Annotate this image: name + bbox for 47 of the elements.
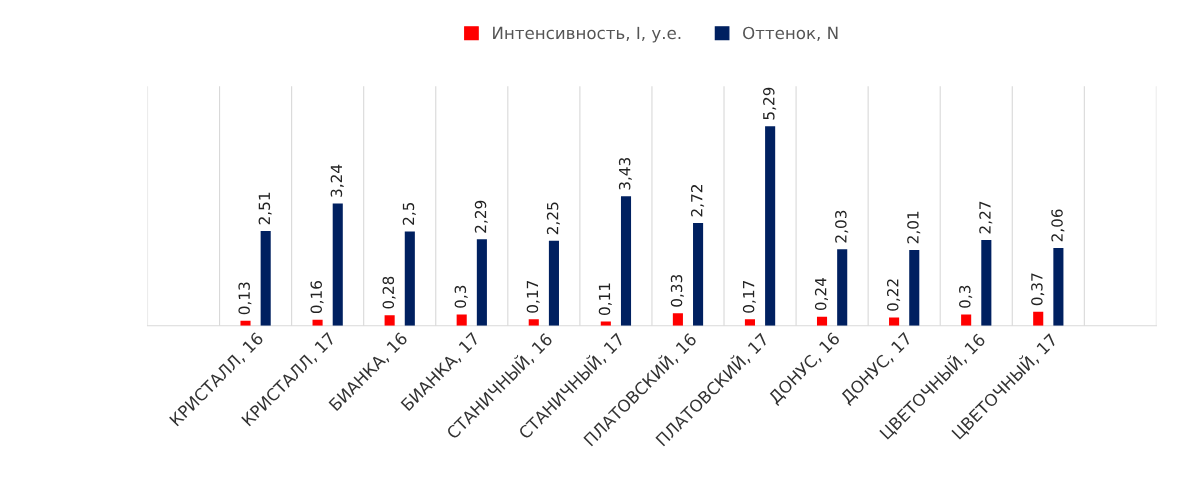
data-label: 3,43 <box>618 157 632 190</box>
data-label: 0,11 <box>598 283 612 316</box>
bar <box>620 196 632 326</box>
bar <box>909 249 920 326</box>
bar <box>889 317 900 326</box>
data-label: 2,5 <box>402 202 416 225</box>
data-label: 5,29 <box>763 87 777 120</box>
data-label: 2,25 <box>546 202 560 235</box>
data-label: 2,03 <box>835 210 849 243</box>
bar <box>981 240 992 326</box>
data-label: 2,72 <box>690 185 705 217</box>
bar <box>332 203 343 326</box>
data-label: 0,3 <box>959 285 973 308</box>
data-label: 0,3 <box>454 285 468 308</box>
data-label: 0,22 <box>886 279 901 311</box>
data-label: 0,24 <box>814 277 829 311</box>
data-label: 2,06 <box>1051 209 1065 242</box>
bar <box>672 313 683 326</box>
data-label: 3,24 <box>330 164 344 197</box>
data-label: 0,33 <box>670 274 684 307</box>
data-label: 0,17 <box>526 281 540 313</box>
data-label: 0,37 <box>1031 273 1045 306</box>
legend-label: Интенсивность, I, у.е. <box>493 26 681 43</box>
data-label: 2,51 <box>258 192 272 225</box>
data-label: 0,28 <box>382 276 396 309</box>
legend-label: Оттенок, N <box>743 26 838 41</box>
bar <box>961 314 972 326</box>
bar <box>476 239 487 326</box>
bar <box>456 314 467 326</box>
bar <box>744 319 755 326</box>
bar <box>240 320 251 326</box>
bar <box>260 231 271 326</box>
bar <box>693 223 704 326</box>
bar <box>1053 248 1064 326</box>
data-label: 2,27 <box>979 201 993 234</box>
bar <box>404 231 415 326</box>
data-label: 0,17 <box>742 281 756 313</box>
bar <box>837 249 848 326</box>
data-label: 0,13 <box>238 282 252 315</box>
data-label: 2,29 <box>474 200 488 233</box>
bar <box>384 315 395 326</box>
bar <box>1033 311 1044 326</box>
data-label: 0,16 <box>310 281 324 314</box>
bar <box>765 126 776 326</box>
bar <box>528 319 539 326</box>
bar <box>548 240 559 326</box>
data-label: 2,01 <box>907 211 921 244</box>
